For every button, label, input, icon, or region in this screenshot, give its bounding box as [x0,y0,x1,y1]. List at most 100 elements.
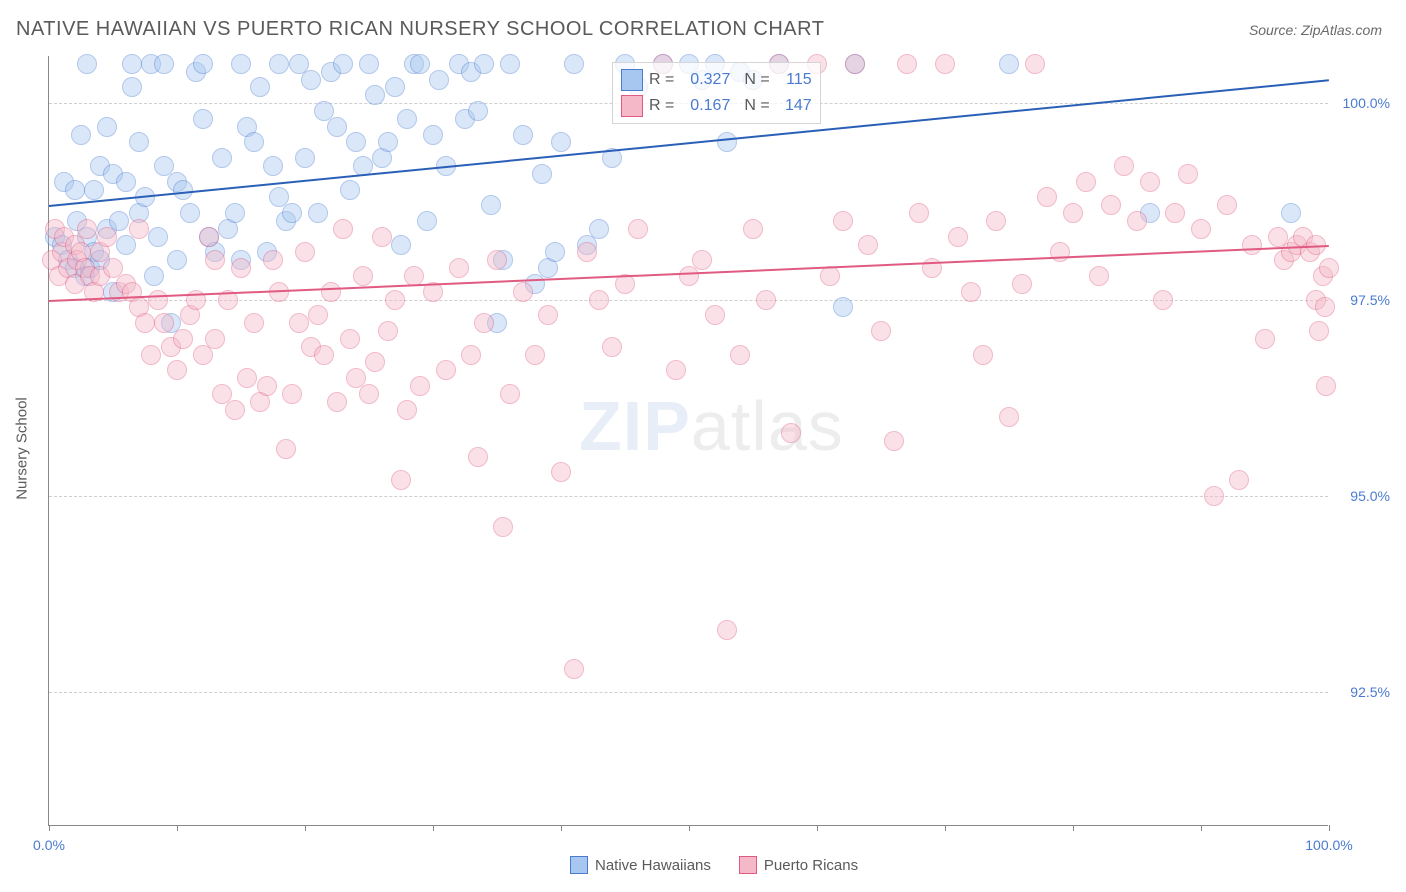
x-tick [689,825,690,831]
y-tick-label: 97.5% [1350,292,1390,308]
data-point [717,620,737,640]
data-point [1309,321,1329,341]
gridline [49,692,1328,693]
data-point [129,219,149,239]
data-point [909,203,929,223]
data-point [833,211,853,231]
data-point [282,384,302,404]
data-point [244,313,264,333]
data-point [391,470,411,490]
data-point [180,203,200,223]
legend-swatch-pink [739,856,757,874]
data-point [378,321,398,341]
data-point [551,132,571,152]
data-point [71,125,91,145]
watermark-zip: ZIP [579,387,691,465]
data-point [487,250,507,270]
x-tick [49,825,50,831]
data-point [205,250,225,270]
stat-n-value: 115 [776,71,812,89]
data-point [327,392,347,412]
data-point [295,242,315,262]
data-point [231,258,251,278]
data-point [122,77,142,97]
data-point [551,462,571,482]
legend-label: Native Hawaiians [595,857,711,874]
stat-r-value: 0.167 [680,97,730,115]
data-point [692,250,712,270]
data-point [1217,195,1237,215]
data-point [858,235,878,255]
data-point [781,423,801,443]
data-point [257,376,277,396]
data-point [1316,376,1336,396]
data-point [468,101,488,121]
data-point [372,227,392,247]
stat-r-value: 0.327 [680,71,730,89]
data-point [301,70,321,90]
data-point [564,659,584,679]
data-point [474,54,494,74]
data-point [244,132,264,152]
data-point [897,54,917,74]
y-axis-label: Nursery School [14,397,31,500]
y-tick-label: 100.0% [1343,95,1390,111]
data-point [1255,329,1275,349]
x-tick [177,825,178,831]
data-point [397,109,417,129]
data-point [173,329,193,349]
data-point [353,266,373,286]
stat-r-label: R = [649,97,674,115]
data-point [154,313,174,333]
data-point [359,384,379,404]
data-point [116,172,136,192]
data-point [1050,242,1070,262]
data-point [378,132,398,152]
data-point [333,54,353,74]
data-point [1012,274,1032,294]
data-point [129,132,149,152]
data-point [1140,172,1160,192]
data-point [1037,187,1057,207]
data-point [973,345,993,365]
data-point [500,54,520,74]
x-tick [945,825,946,831]
data-point [564,54,584,74]
data-point [1089,266,1109,286]
data-point [1076,172,1096,192]
x-tick [433,825,434,831]
data-point [231,54,251,74]
data-point [474,313,494,333]
x-tick [305,825,306,831]
data-point [436,360,456,380]
scatter-chart: ZIPatlas 92.5%95.0%97.5%100.0%0.0%100.0% [48,56,1328,826]
data-point [589,290,609,310]
stat-row: R =0.327N =115 [621,67,812,93]
data-point [1025,54,1045,74]
chart-header: NATIVE HAWAIIAN VS PUERTO RICAN NURSERY … [0,0,1406,51]
data-point [820,266,840,286]
data-point [429,70,449,90]
legend-label: Puerto Ricans [764,857,858,874]
data-point [1101,195,1121,215]
data-point [461,345,481,365]
data-point [77,219,97,239]
data-point [1178,164,1198,184]
data-point [308,305,328,325]
data-point [1281,203,1301,223]
x-tick [1201,825,1202,831]
data-point [250,77,270,97]
data-point [237,368,257,388]
data-point [602,337,622,357]
x-tick [1073,825,1074,831]
stat-swatch [621,95,643,117]
gridline [49,300,1328,301]
data-point [417,211,437,231]
data-point [1127,211,1147,231]
data-point [167,250,187,270]
data-point [225,203,245,223]
data-point [1191,219,1211,239]
data-point [97,227,117,247]
data-point [1063,203,1083,223]
x-tick-label: 0.0% [33,837,65,853]
